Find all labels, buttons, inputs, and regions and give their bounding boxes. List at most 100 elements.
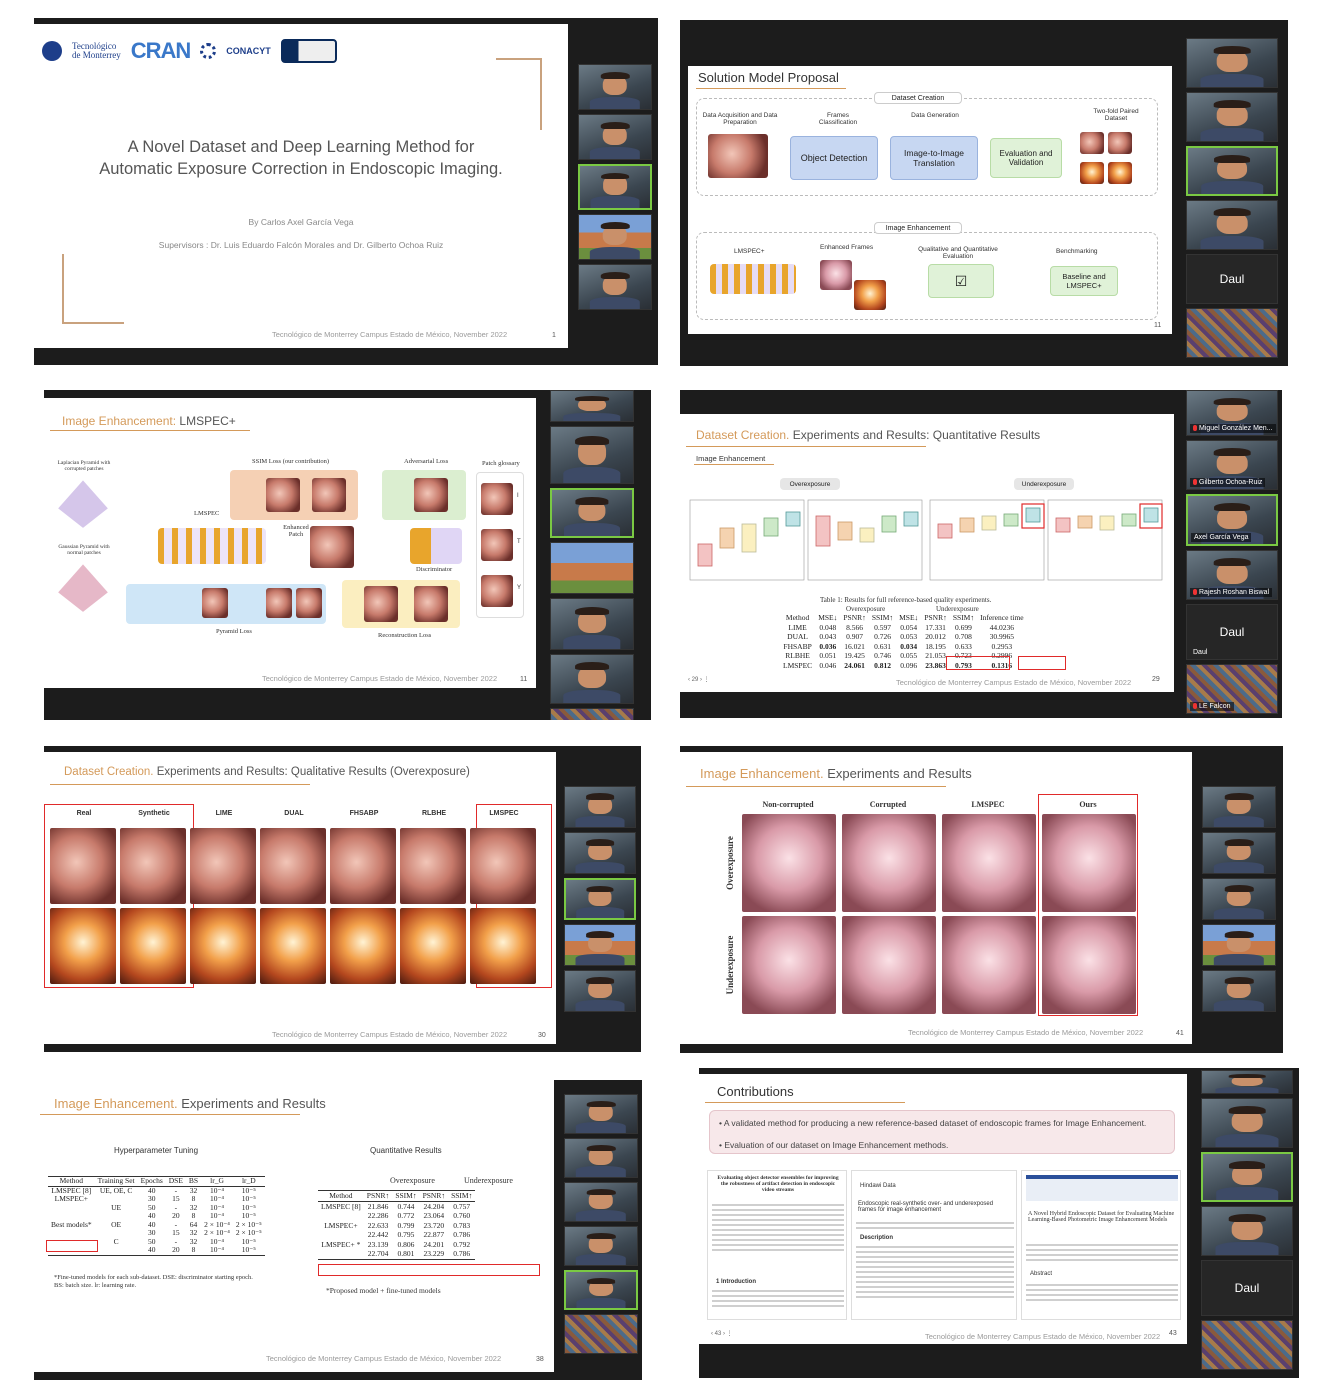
enhanced-patch (310, 526, 354, 568)
participant-tile-active[interactable] (578, 164, 652, 210)
participant-tile[interactable] (1202, 970, 1276, 1012)
participant-tile[interactable] (550, 390, 634, 422)
endoscopy-thumbnail (708, 134, 768, 178)
participant-tile[interactable] (578, 264, 652, 310)
glossary-letter: Y (517, 585, 522, 591)
participant-tile[interactable] (564, 1094, 638, 1134)
endoscopy-frame (942, 814, 1036, 912)
title-accent: Image Enhancement. (54, 1096, 178, 1111)
title-sub: Quantitative Results (929, 428, 1041, 442)
participant-tile[interactable] (1186, 92, 1278, 142)
participant-tile[interactable] (564, 970, 636, 1012)
participant-name: LE Falcon (1199, 703, 1231, 710)
participant-tile[interactable]: Rajesh Roshan Biswal (1186, 550, 1278, 600)
participant-strip (578, 64, 652, 310)
paper-intro: 1 Introduction (716, 1279, 756, 1285)
table-row: 40 20 8 10⁻⁴ 10⁻⁵ (147, 1245, 256, 1254)
table-row: LMSPEC [8] 21.846 0.744 24.204 0.757 (321, 1201, 471, 1211)
slide-pager[interactable]: ‹ 43 › ⋮ (711, 1331, 733, 1337)
participant-tile[interactable]: LE Falcon (1186, 664, 1278, 714)
table-row: C 50-32 10⁻⁴ 10⁻⁵ (113, 1236, 256, 1246)
slide-page-number: 11 (520, 676, 528, 683)
conference-banner (1026, 1175, 1178, 1201)
participant-tile[interactable] (564, 786, 636, 828)
title-accent: Dataset Creation. (64, 766, 154, 778)
participant-tile[interactable] (550, 542, 634, 594)
participant-name-small: Daul (1193, 649, 1208, 656)
supervisors: Supervisors : Dr. Luis Eduardo Falcón Mo… (158, 240, 444, 250)
participant-tile[interactable] (564, 1182, 638, 1222)
participant-tile[interactable] (578, 214, 652, 260)
endoscopy-frame (842, 814, 936, 912)
participant-tile[interactable] (564, 1138, 638, 1178)
title-main: Experiments and Results (177, 1096, 326, 1111)
paper-preview[interactable]: Hindawi Data Endoscopic real-synthetic o… (851, 1170, 1017, 1320)
participant-tile[interactable] (578, 114, 652, 160)
slide-page-number: 41 (1176, 1030, 1184, 1037)
participant-tile[interactable] (550, 708, 634, 720)
participant-tile[interactable] (578, 64, 652, 110)
meeting-panel-7: Image Enhancement. Experiments and Resul… (34, 1080, 642, 1380)
participant-tile[interactable] (1201, 1098, 1293, 1148)
meeting-panel-5: Dataset Creation. Experiments and Result… (44, 746, 641, 1052)
slide-pager[interactable]: ‹ 29 › ⋮ (688, 677, 710, 683)
slide-page-number: 43 (1169, 1330, 1177, 1337)
participant-tile[interactable] (1186, 308, 1278, 358)
gaussian-label: Gaussian Pyramid with normal patches (58, 544, 110, 556)
participant-tile-no-video[interactable]: Daul (1201, 1260, 1293, 1316)
participant-tile[interactable] (550, 654, 634, 704)
participant-tile[interactable] (564, 832, 636, 874)
participant-tile[interactable] (1202, 878, 1276, 920)
participant-tile[interactable] (1202, 924, 1276, 966)
participant-tile-active[interactable] (564, 878, 636, 920)
participant-tile-no-video[interactable]: Daul (1186, 254, 1278, 304)
slide-title: Image Enhancement. Experiments and Resul… (54, 1096, 326, 1111)
slide-footer: Tecnológico de Monterrey Campus Estado d… (272, 330, 508, 339)
participant-tile-active[interactable] (1186, 146, 1278, 196)
endoscopy-frame (470, 908, 536, 984)
table-header: DSE (165, 1176, 186, 1187)
participant-tile-active[interactable] (1201, 1152, 1293, 1202)
participant-tile[interactable] (550, 598, 634, 650)
th: MSE↓ (818, 613, 838, 622)
slide-title: Image Enhancement: LMSPEC+ (62, 414, 236, 428)
hyperparameter-heading: Hyperparameter Tuning (114, 1146, 199, 1155)
participant-tile[interactable] (550, 426, 634, 484)
participant-tile[interactable]: Gilberto Ochoa-Ruiz (1186, 440, 1278, 490)
endoscopy-frame (742, 916, 836, 1014)
participant-tile-active[interactable] (564, 1270, 638, 1310)
participant-name: Daul (1219, 272, 1245, 286)
laplacian-pyramid-icon (58, 480, 108, 528)
q-group-under: Underexposure (464, 1176, 513, 1185)
contribution-bullet: • A validated method for producing a new… (719, 1118, 1147, 1128)
participant-tile[interactable]: Miguel González Men... (1186, 390, 1278, 436)
participant-tile[interactable] (1186, 200, 1278, 250)
participant-tile[interactable] (1201, 1070, 1293, 1094)
participant-tile[interactable] (1202, 786, 1276, 828)
th: MSE↓ (899, 613, 919, 622)
paper-preview[interactable]: A Novel Hybrid Endoscopic Dataset for Ev… (1021, 1170, 1181, 1320)
conacyt-logo: CONACYT (226, 46, 271, 56)
participant-strip (564, 1094, 638, 1354)
paper-preview[interactable]: Evaluating object detector ensembles for… (707, 1170, 847, 1320)
participant-tile[interactable] (564, 1314, 638, 1354)
participant-tile-active[interactable] (550, 488, 634, 538)
subsection-label: Image Enhancement (696, 454, 766, 463)
paper-title: A Novel Hybrid Endoscopic Dataset for Ev… (1028, 1211, 1175, 1223)
participant-tile-no-video[interactable]: Daul Daul (1186, 604, 1278, 660)
glossary-label: Patch glossary (482, 460, 520, 467)
boxplots-chart (689, 499, 1163, 581)
participant-tile[interactable] (564, 924, 636, 966)
participant-tile[interactable] (1201, 1320, 1293, 1370)
enhanced-patch-label: Enhanced Patch (283, 524, 309, 538)
contributions-box (709, 1110, 1175, 1154)
participant-tile[interactable] (1201, 1206, 1293, 1256)
participant-tile[interactable] (1202, 832, 1276, 874)
participant-tile[interactable] (564, 1226, 638, 1266)
participant-tile-active[interactable]: Axel García Vega (1186, 494, 1278, 546)
ours-highlight (1038, 794, 1138, 1016)
endoscopy-frame (400, 828, 466, 904)
participant-tile[interactable] (1186, 38, 1278, 88)
group-label: Image Enhancement (874, 222, 962, 234)
table-row: UE 50-32 10⁻⁴ 10⁻⁵ (111, 1202, 256, 1212)
